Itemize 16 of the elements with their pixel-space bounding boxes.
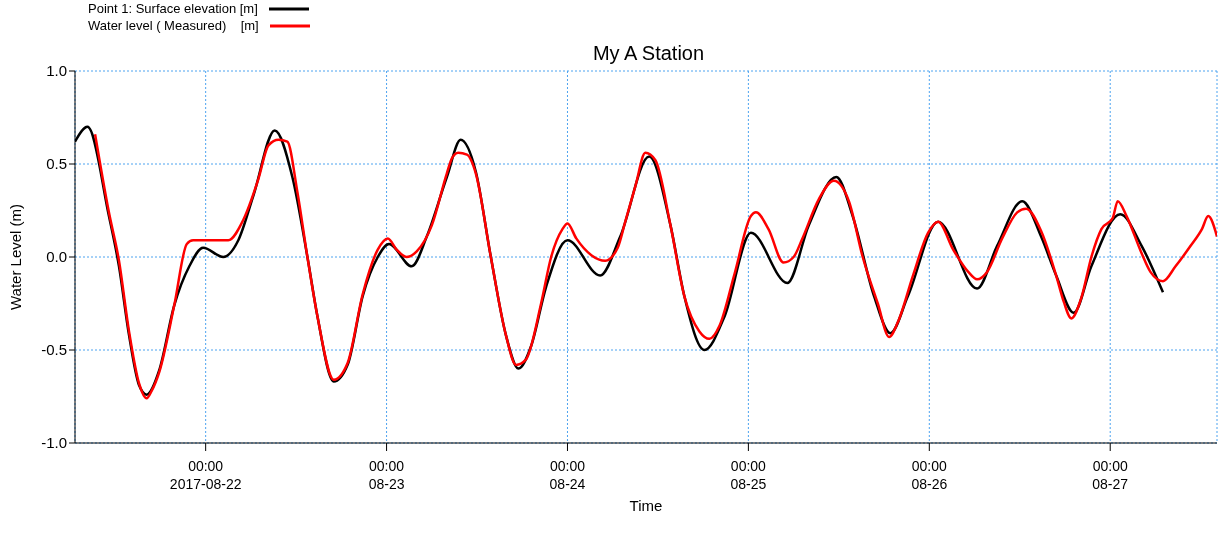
x-axis-title: Time [629,497,663,514]
chart-title: My A Station [592,42,705,64]
y-axis-title: Water Level (m) [7,203,25,311]
x-tick-label: 00:00 08-25 [730,458,767,492]
y-tick-label: 0.0 [46,248,67,266]
legend-label: Point 1: Surface elevation [m] [88,0,258,17]
y-tick-label: -0.5 [41,341,67,359]
y-tick-label: -1.0 [41,434,67,452]
x-tick-label: 00:00 08-26 [911,458,948,492]
x-tick-label: 00:00 08-27 [1092,458,1129,492]
y-tick-label: 0.5 [46,155,67,173]
x-tick-label: 00:00 08-23 [368,458,405,492]
legend-label: Water level ( Measured) [m] [88,17,259,34]
x-tick-label: 00:00 2017-08-22 [169,458,242,492]
y-tick-label: 1.0 [46,62,67,80]
x-tick-label: 00:00 08-24 [549,458,586,492]
